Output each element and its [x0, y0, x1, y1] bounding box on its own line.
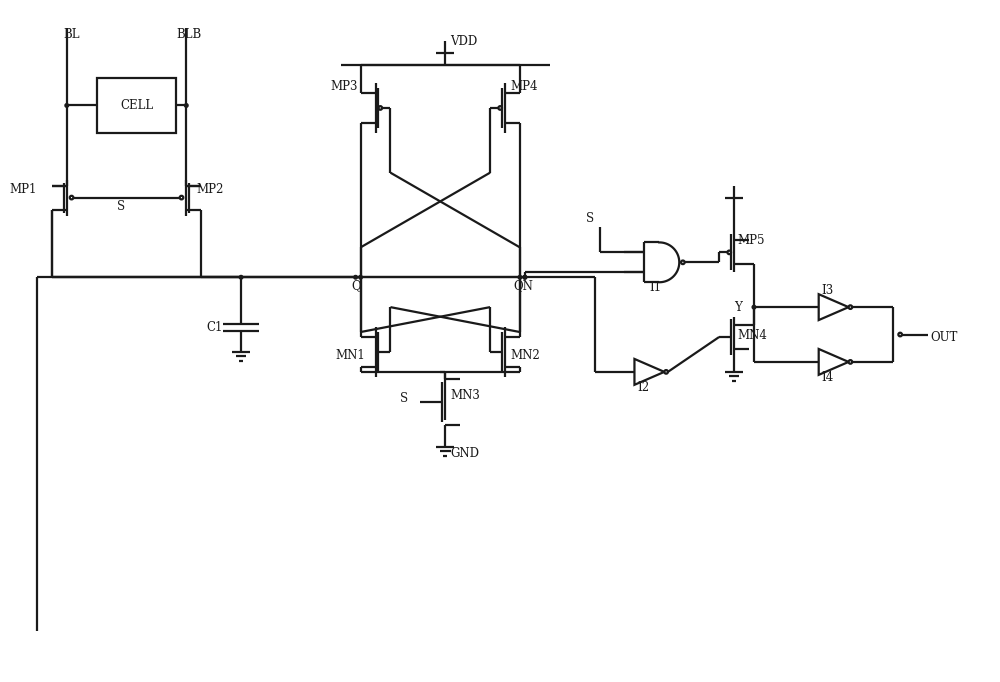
- Text: I4: I4: [822, 371, 834, 384]
- Circle shape: [681, 261, 685, 264]
- Polygon shape: [819, 349, 849, 375]
- Text: VDD: VDD: [450, 35, 477, 48]
- Text: S: S: [117, 200, 126, 213]
- Text: C1: C1: [206, 321, 223, 333]
- Circle shape: [180, 196, 183, 199]
- Circle shape: [239, 276, 243, 279]
- Polygon shape: [819, 294, 849, 320]
- Text: Y: Y: [734, 301, 742, 314]
- Text: BLB: BLB: [176, 28, 202, 42]
- Text: MP1: MP1: [9, 183, 36, 196]
- Circle shape: [498, 106, 502, 110]
- Circle shape: [359, 276, 362, 279]
- Text: MN2: MN2: [510, 349, 540, 362]
- Circle shape: [518, 276, 522, 279]
- Text: QN: QN: [513, 279, 533, 292]
- Circle shape: [378, 106, 382, 110]
- Text: I2: I2: [637, 381, 650, 394]
- Circle shape: [523, 276, 527, 279]
- Text: MP3: MP3: [331, 80, 358, 93]
- Bar: [97, 78, 176, 133]
- Polygon shape: [634, 359, 664, 385]
- Circle shape: [898, 333, 902, 336]
- Circle shape: [354, 276, 357, 279]
- Text: I3: I3: [822, 284, 834, 297]
- Circle shape: [184, 104, 188, 107]
- Text: Q: Q: [352, 279, 361, 292]
- Text: BL: BL: [64, 28, 80, 42]
- Circle shape: [523, 276, 527, 279]
- Text: I1: I1: [649, 281, 662, 294]
- Circle shape: [752, 306, 756, 309]
- Text: MN4: MN4: [737, 329, 767, 342]
- Text: S: S: [586, 213, 595, 226]
- Circle shape: [849, 306, 852, 309]
- Text: MP2: MP2: [196, 183, 224, 196]
- Circle shape: [849, 360, 852, 364]
- Circle shape: [65, 104, 69, 107]
- Text: OUT: OUT: [930, 331, 958, 344]
- Circle shape: [727, 250, 731, 254]
- Circle shape: [70, 196, 73, 199]
- Text: S: S: [400, 391, 409, 404]
- Circle shape: [664, 370, 668, 374]
- Text: MN1: MN1: [336, 349, 365, 362]
- Text: GND: GND: [450, 447, 479, 460]
- Text: MP4: MP4: [510, 80, 537, 93]
- Text: MN3: MN3: [450, 389, 480, 402]
- Text: CELL: CELL: [120, 99, 153, 112]
- Text: MP5: MP5: [737, 235, 765, 248]
